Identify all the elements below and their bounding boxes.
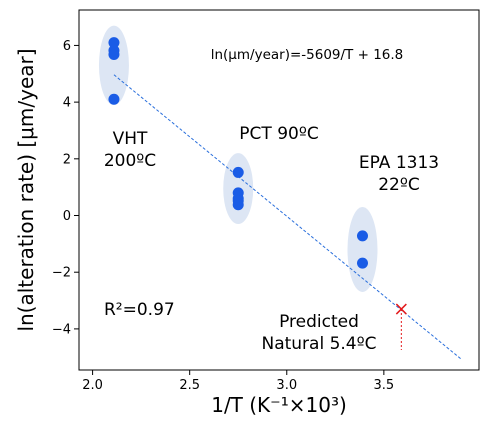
prediction-marker	[395, 303, 407, 315]
x-tick-label: 3.0	[276, 378, 297, 393]
x-axis-ticks: 2.0 2.5 3.0 3.5	[82, 370, 394, 393]
data-points	[108, 37, 368, 269]
data-point	[108, 93, 120, 105]
y-tick-label: 2	[63, 152, 71, 167]
data-point	[108, 37, 120, 49]
group-label: VHT	[113, 129, 148, 149]
group-ellipse	[347, 207, 378, 293]
y-tick-label: −4	[52, 322, 71, 337]
y-tick-label: 4	[63, 96, 71, 111]
prediction-label: Predicted	[279, 312, 359, 332]
x-tick-label: 3.5	[374, 378, 395, 393]
data-point	[108, 49, 120, 61]
y-axis-ticks: −4 −2 0 2 4 6	[52, 39, 79, 337]
data-point	[356, 257, 368, 269]
y-tick-label: 0	[63, 209, 71, 224]
prediction-label: Natural 5.4ºC	[261, 334, 376, 354]
data-point	[232, 166, 244, 178]
group-label: PCT 90ºC	[239, 124, 318, 144]
group-ellipse	[98, 25, 129, 105]
y-tick-label: 6	[63, 39, 71, 54]
fit-equation: ln(μm/year)=-5609/T + 16.8	[211, 47, 404, 63]
y-axis-label: ln(alteration rate) [μm/year]	[14, 48, 38, 331]
prediction-layer	[395, 303, 407, 350]
data-point	[232, 199, 244, 211]
x-tick-label: 2.0	[82, 378, 103, 393]
group-label: 22ºC	[378, 175, 420, 195]
y-tick-label: −2	[52, 266, 71, 281]
x-axis-label: 1/T (K⁻¹×10³)	[211, 393, 347, 417]
r-squared-label: R²=0.97	[104, 300, 175, 320]
group-label: 200ºC	[104, 151, 156, 171]
data-point	[356, 230, 368, 242]
x-tick-label: 2.5	[179, 378, 200, 393]
group-label: EPA 1313	[359, 153, 439, 173]
plot-frame	[78, 9, 480, 371]
